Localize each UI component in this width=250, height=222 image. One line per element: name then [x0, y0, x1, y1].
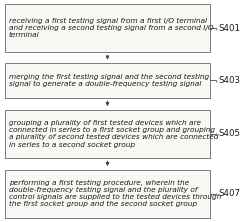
Text: receiving a first testing signal from a first I/O terminal
and receiving a secon: receiving a first testing signal from a … [9, 18, 214, 38]
Text: merging the first testing signal and the second testing
signal to generate a dou: merging the first testing signal and the… [9, 74, 209, 87]
Text: S405: S405 [219, 129, 241, 138]
Text: grouping a plurality of first tested devices which are
connected in series to a : grouping a plurality of first tested dev… [9, 120, 218, 147]
Bar [5, 4, 210, 52]
Text: S407: S407 [219, 189, 241, 198]
Bar [5, 170, 210, 218]
Bar [5, 63, 210, 98]
Bar [5, 110, 210, 158]
Text: S401: S401 [219, 24, 241, 33]
Text: performing a first testing procedure, wherein the
double-frequency testing signa: performing a first testing procedure, wh… [9, 180, 221, 207]
Text: S403: S403 [219, 76, 241, 85]
